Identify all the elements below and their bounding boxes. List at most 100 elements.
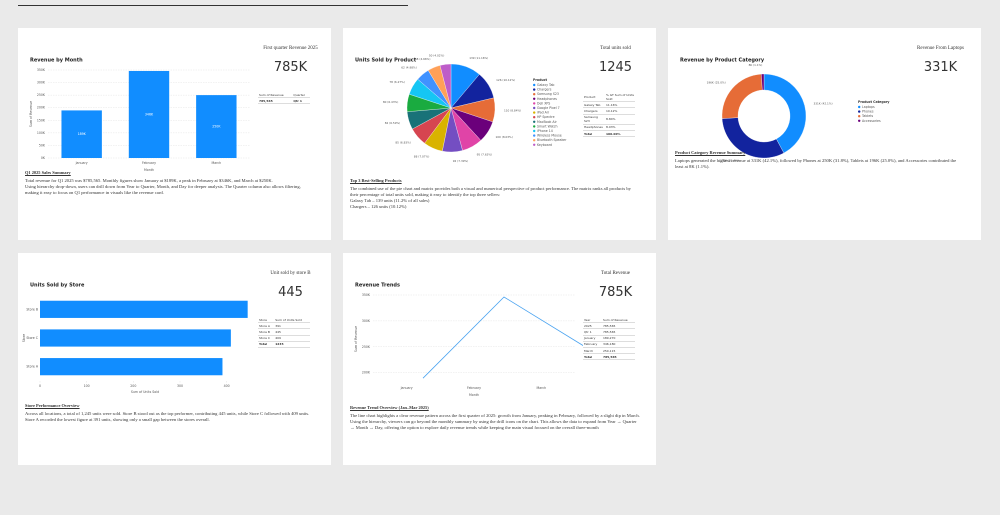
x-tick-label: February bbox=[142, 161, 156, 165]
legend-swatch bbox=[533, 116, 536, 119]
table-cell: Qtr 1 bbox=[583, 328, 602, 336]
table-cell: Total bbox=[583, 353, 602, 361]
kpi-label: Total Revenue bbox=[601, 271, 630, 276]
table-row: February 346,180 bbox=[583, 341, 635, 348]
x-tick-label: January bbox=[400, 386, 413, 390]
table-cell: February bbox=[583, 341, 602, 348]
legend-swatch bbox=[858, 105, 861, 109]
summary-text: Across all locations, a total of 1,245 u… bbox=[25, 411, 310, 422]
x-tick-label: 100 bbox=[84, 384, 90, 388]
table-cell: Qtr 1 bbox=[292, 97, 310, 105]
chart: Revenue Trends 200K 250K 300K 350K Sum of Rev… bbox=[354, 283, 583, 397]
table-cell: 445 bbox=[274, 328, 310, 336]
legend-label: Laptops bbox=[862, 105, 875, 109]
y-tick-label: 250K bbox=[362, 345, 371, 349]
table-row: Store C 409 bbox=[258, 335, 310, 342]
data-label: 346K bbox=[145, 112, 154, 116]
chart-title: Units Sold by Product bbox=[355, 58, 417, 64]
table-row: 785,565 Qtr 1 bbox=[258, 97, 310, 105]
legend-label: iPhone 14 bbox=[537, 129, 553, 133]
table-cell: January bbox=[583, 335, 602, 342]
y-tick-label: 150K bbox=[37, 118, 46, 122]
table-cell: 1245 bbox=[274, 341, 310, 348]
table-header: Year Sum of Revenue bbox=[583, 317, 635, 324]
legend-label: Bluetooth Speaker bbox=[537, 138, 567, 142]
y-tick-label: 350K bbox=[362, 293, 371, 297]
y-tick-label: 200K bbox=[362, 371, 371, 375]
legend-swatch bbox=[533, 129, 536, 133]
legend-label: Accessories bbox=[862, 119, 881, 123]
legend-label: Dell XPS bbox=[537, 101, 550, 105]
legend-swatch bbox=[533, 106, 536, 110]
table-cell: 785,565 bbox=[601, 322, 635, 330]
pie-slice bbox=[439, 63, 452, 109]
table-cell: 391 bbox=[274, 322, 310, 330]
legend-label: Chargers bbox=[537, 88, 552, 92]
data-label: 8K (1.1%) bbox=[749, 63, 763, 67]
table-cell: 8.84% bbox=[604, 114, 635, 125]
table-row: Store A 391 bbox=[258, 322, 310, 330]
table-row: Total 1245 bbox=[258, 341, 310, 348]
donut-slice bbox=[763, 73, 807, 154]
summary-text: Using the hierarchy, viewers can go beyo… bbox=[350, 419, 637, 430]
y-tick-label: 300K bbox=[37, 81, 46, 85]
data-label: 62 (4.98%) bbox=[401, 66, 417, 70]
chart-title: Revenue by Product Category bbox=[680, 58, 765, 64]
chart-title: Revenue Trends bbox=[355, 283, 400, 289]
summary-title: Top 3 Best-Selling Products bbox=[350, 178, 402, 183]
table-row: Store B 445 bbox=[258, 328, 310, 336]
table-cell: 785,565 bbox=[601, 328, 635, 336]
y-axis-title: Store bbox=[22, 334, 26, 342]
x-tick-label: March bbox=[211, 161, 221, 165]
kpi-label: Unit sold by store B bbox=[270, 271, 311, 276]
y-tick-label: Store B bbox=[26, 307, 38, 311]
legend-label: HP Spectre bbox=[537, 115, 555, 119]
header-cell: Sum of Units Sold bbox=[274, 317, 310, 324]
header-cell: Sum of Revenue bbox=[601, 317, 635, 324]
data-label: 80 (6.43%) bbox=[383, 100, 399, 104]
y-tick-label: 0K bbox=[41, 156, 46, 160]
chart-title: Units Sold by Store bbox=[30, 283, 85, 289]
table-cell: 785,565 bbox=[601, 353, 635, 361]
bar bbox=[40, 329, 231, 347]
data-label: 95 (7.63%) bbox=[477, 152, 493, 156]
table-cell: 346,180 bbox=[601, 341, 635, 348]
data-label: 196K (25.0%) bbox=[707, 80, 726, 84]
legend-label: Phones bbox=[862, 110, 874, 114]
legend-label: Google Pixel 7 bbox=[537, 106, 560, 110]
y-tick-label: 300K bbox=[362, 319, 371, 323]
legend-swatch bbox=[858, 115, 861, 118]
data-label: 78 (6.27%) bbox=[389, 80, 405, 84]
data-label: 126 (10.12%) bbox=[496, 78, 515, 82]
legend-swatch bbox=[533, 102, 536, 105]
x-tick-label: January bbox=[75, 161, 88, 165]
chart: Revenue by Product Category 331K (42.1%) 2… bbox=[680, 58, 890, 163]
legend-label: Smart Watch bbox=[537, 124, 558, 128]
summary-title: Store Performance Overview bbox=[25, 403, 80, 408]
summary: Store Performance Overview Across all loc… bbox=[25, 403, 315, 423]
bar bbox=[196, 95, 237, 158]
legend-swatch bbox=[858, 110, 861, 113]
table-header: Product% GT Sum of Units Sold bbox=[583, 92, 635, 103]
table-cell: Store C bbox=[258, 335, 275, 342]
card: Revenue by Month 0K 50K 100K 150K 200K 250K 300… bbox=[18, 28, 331, 240]
table-row: Chargers 10.12% bbox=[583, 107, 635, 115]
y-tick-label: 50K bbox=[39, 143, 46, 147]
data-label: 331K (42.1%) bbox=[813, 102, 832, 106]
summary: Revenue Trend Overview (Jan–Mar 2025) The… bbox=[350, 405, 640, 431]
summary-title: Product Category Revenue Summary bbox=[675, 150, 746, 155]
table-cell: 100.00% bbox=[604, 130, 635, 138]
table-row: Total 785,565 bbox=[583, 353, 635, 361]
legend-label: MacBook Air bbox=[537, 120, 557, 124]
kpi-label: Total units sold bbox=[600, 46, 631, 51]
line bbox=[422, 296, 583, 379]
x-axis-title: Month bbox=[144, 168, 154, 172]
table-cell: Headphones bbox=[583, 124, 605, 131]
summary-text: Using hierarchy drop-down, users can dri… bbox=[25, 184, 301, 195]
table-cell: Store A bbox=[258, 322, 275, 330]
legend-swatch bbox=[533, 139, 536, 142]
legend-swatch bbox=[533, 83, 536, 87]
legend-swatch bbox=[533, 125, 536, 128]
y-tick-label: 350K bbox=[37, 68, 46, 72]
table-row: Headphones 8.03% bbox=[583, 124, 635, 131]
